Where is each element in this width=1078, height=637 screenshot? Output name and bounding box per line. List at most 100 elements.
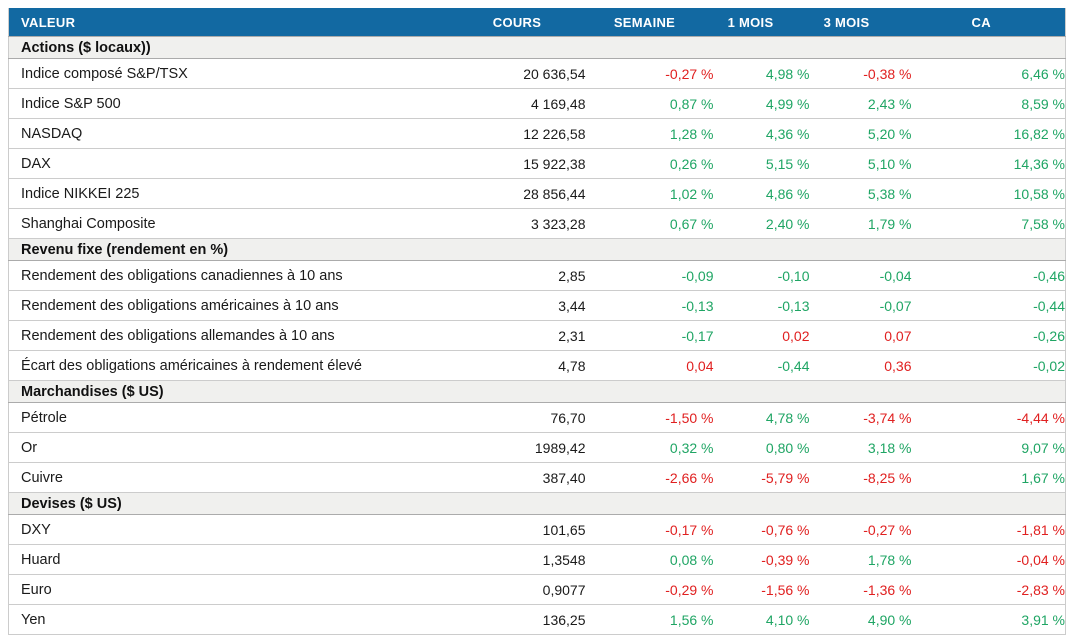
- column-header-ca: CA: [911, 8, 1066, 37]
- change-value: -3,74 %: [809, 402, 912, 433]
- table-row: Huard 1,3548 0,08 % -0,39 % 1,78 % -0,04 %: [8, 544, 1066, 575]
- column-header-cours: COURS: [460, 8, 586, 37]
- section-title: Revenu fixe (rendement en %): [8, 238, 1066, 261]
- table-header: VALEUR COURS SEMAINE 1 MOIS 3 MOIS CA: [8, 8, 1066, 37]
- table-row: Yen 136,25 1,56 % 4,10 % 4,90 % 3,91 %: [8, 604, 1066, 635]
- change-value: 4,36 %: [713, 118, 810, 149]
- change-value: 1,67 %: [911, 462, 1066, 493]
- cours-value: 136,25: [460, 604, 586, 635]
- table-row: Rendement des obligations américaines à …: [8, 290, 1066, 321]
- section-title: Devises ($ US): [8, 492, 1066, 515]
- change-value: 4,78 %: [713, 402, 810, 433]
- table-row: Or 1989,42 0,32 % 0,80 % 3,18 % 9,07 %: [8, 432, 1066, 463]
- change-value: -0,04: [809, 260, 912, 291]
- cours-value: 4 169,48: [460, 88, 586, 119]
- change-value: -0,04 %: [911, 544, 1066, 575]
- change-value: -2,66 %: [585, 462, 714, 493]
- change-value: -0,10: [713, 260, 810, 291]
- change-value: 0,32 %: [585, 432, 714, 463]
- change-value: 3,18 %: [809, 432, 912, 463]
- change-value: 9,07 %: [911, 432, 1066, 463]
- change-value: -0,17 %: [585, 514, 714, 545]
- cours-value: 15 922,38: [460, 148, 586, 179]
- row-label: Shanghai Composite: [8, 208, 461, 239]
- row-label: DAX: [8, 148, 461, 179]
- column-header-3mois: 3 MOIS: [809, 8, 912, 37]
- change-value: 4,10 %: [713, 604, 810, 635]
- table-body: Actions ($ locaux)) Indice composé S&P/TS…: [8, 36, 1066, 635]
- row-label: Huard: [8, 544, 461, 575]
- change-value: 7,58 %: [911, 208, 1066, 239]
- row-label: Rendement des obligations canadiennes à …: [8, 260, 461, 291]
- cours-value: 20 636,54: [460, 58, 586, 89]
- change-value: 0,04: [585, 350, 714, 381]
- section-title: Marchandises ($ US): [8, 380, 1066, 403]
- column-header-1mois: 1 MOIS: [713, 8, 810, 37]
- cours-value: 12 226,58: [460, 118, 586, 149]
- change-value: 6,46 %: [911, 58, 1066, 89]
- cours-value: 1,3548: [460, 544, 586, 575]
- section-row: Actions ($ locaux)): [8, 36, 1066, 59]
- change-value: 8,59 %: [911, 88, 1066, 119]
- market-summary-table: VALEUR COURS SEMAINE 1 MOIS 3 MOIS CA Ac…: [8, 8, 1066, 635]
- section-title: Actions ($ locaux)): [8, 36, 1066, 59]
- change-value: -2,83 %: [911, 574, 1066, 605]
- change-value: 1,79 %: [809, 208, 912, 239]
- cours-value: 387,40: [460, 462, 586, 493]
- cours-value: 0,9077: [460, 574, 586, 605]
- change-value: -4,44 %: [911, 402, 1066, 433]
- change-value: 2,43 %: [809, 88, 912, 119]
- change-value: 3,91 %: [911, 604, 1066, 635]
- row-label: NASDAQ: [8, 118, 461, 149]
- table-row: Indice composé S&P/TSX 20 636,54 -0,27 % 4,…: [8, 58, 1066, 89]
- change-value: -0,13: [585, 290, 714, 321]
- change-value: 10,58 %: [911, 178, 1066, 209]
- change-value: -0,07: [809, 290, 912, 321]
- change-value: 16,82 %: [911, 118, 1066, 149]
- row-label: Indice NIKKEI 225: [8, 178, 461, 209]
- change-value: -1,81 %: [911, 514, 1066, 545]
- change-value: -0,46: [911, 260, 1066, 291]
- change-value: 0,08 %: [585, 544, 714, 575]
- change-value: 0,67 %: [585, 208, 714, 239]
- change-value: -0,27 %: [809, 514, 912, 545]
- change-value: 5,20 %: [809, 118, 912, 149]
- change-value: 2,40 %: [713, 208, 810, 239]
- row-label: Écart des obligations américaines à rend…: [8, 350, 461, 381]
- change-value: 1,02 %: [585, 178, 714, 209]
- table-row: NASDAQ 12 226,58 1,28 % 4,36 % 5,20 % 16,82 %: [8, 118, 1066, 149]
- change-value: 0,80 %: [713, 432, 810, 463]
- header-row: VALEUR COURS SEMAINE 1 MOIS 3 MOIS CA: [8, 8, 1066, 37]
- row-label: Euro: [8, 574, 461, 605]
- table-row: Pétrole 76,70 -1,50 % 4,78 % -3,74 % -4,44 %: [8, 402, 1066, 433]
- cours-value: 2,85: [460, 260, 586, 291]
- table-row: Euro 0,9077 -0,29 % -1,56 % -1,36 % -2,83 %: [8, 574, 1066, 605]
- change-value: -0,39 %: [713, 544, 810, 575]
- change-value: -0,44: [911, 290, 1066, 321]
- row-label: Rendement des obligations américaines à …: [8, 290, 461, 321]
- table-row: Indice S&P 500 4 169,48 0,87 % 4,99 % 2,43 %…: [8, 88, 1066, 119]
- change-value: 0,26 %: [585, 148, 714, 179]
- cours-value: 28 856,44: [460, 178, 586, 209]
- change-value: -0,29 %: [585, 574, 714, 605]
- change-value: -0,02: [911, 350, 1066, 381]
- change-value: 4,99 %: [713, 88, 810, 119]
- cours-value: 76,70: [460, 402, 586, 433]
- row-label: Or: [8, 432, 461, 463]
- table-row: Cuivre 387,40 -2,66 % -5,79 % -8,25 % 1,67 %: [8, 462, 1066, 493]
- table-row: Rendement des obligations canadiennes à …: [8, 260, 1066, 291]
- row-label: Cuivre: [8, 462, 461, 493]
- change-value: 0,02: [713, 320, 810, 351]
- change-value: 4,90 %: [809, 604, 912, 635]
- table-row: Shanghai Composite 3 323,28 0,67 % 2,40 % 1,…: [8, 208, 1066, 239]
- row-label: Indice composé S&P/TSX: [8, 58, 461, 89]
- change-value: -1,50 %: [585, 402, 714, 433]
- change-value: 5,15 %: [713, 148, 810, 179]
- change-value: -0,17: [585, 320, 714, 351]
- cours-value: 3,44: [460, 290, 586, 321]
- cours-value: 1989,42: [460, 432, 586, 463]
- cours-value: 2,31: [460, 320, 586, 351]
- change-value: 0,36: [809, 350, 912, 381]
- section-row: Revenu fixe (rendement en %): [8, 238, 1066, 261]
- change-value: 14,36 %: [911, 148, 1066, 179]
